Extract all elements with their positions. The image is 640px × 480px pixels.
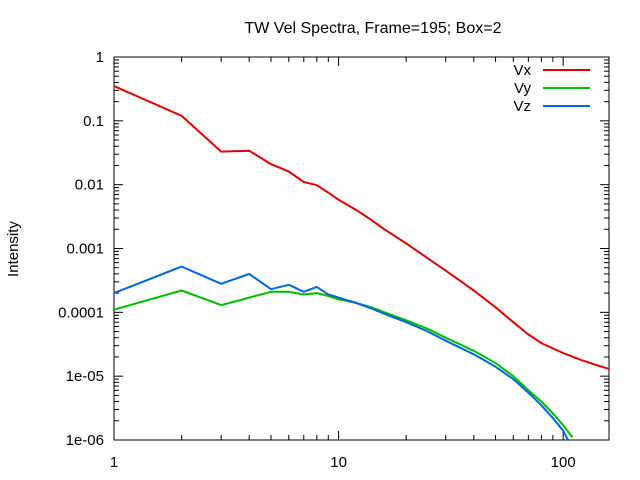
y-tick-label: 0.0001: [58, 304, 104, 321]
chart-title: TW Vel Spectra, Frame=195; Box=2: [244, 20, 501, 37]
legend-label-vy: Vy: [514, 80, 531, 97]
series-line-vz: [113, 265, 569, 441]
x-tick-label: 10: [330, 454, 347, 471]
y-tick-label: 0.01: [75, 177, 104, 194]
x-tick-label: 100: [551, 454, 576, 471]
x-tick-label: 1: [110, 454, 118, 471]
axis-ticks: 1 0.1 0.01 0.001 0.0001 1e-05 1e-06 1 10 100: [58, 49, 609, 471]
y-tick-label: 1e-06: [66, 432, 104, 449]
y-axis-label: Intensity: [5, 221, 22, 277]
y-tick-label: 1e-05: [66, 368, 104, 385]
y-tick-label: 0.1: [83, 113, 104, 130]
series-line-vx: [113, 85, 610, 370]
plot-frame: [113, 56, 610, 441]
legend-label-vx: Vx: [513, 62, 531, 79]
legend-label-vz: Vz: [513, 98, 531, 115]
series-lines: [113, 85, 610, 441]
y-tick-label: 0.001: [66, 241, 104, 258]
series-line-vy: [113, 289, 574, 439]
y-tick-label: 1: [96, 49, 104, 66]
